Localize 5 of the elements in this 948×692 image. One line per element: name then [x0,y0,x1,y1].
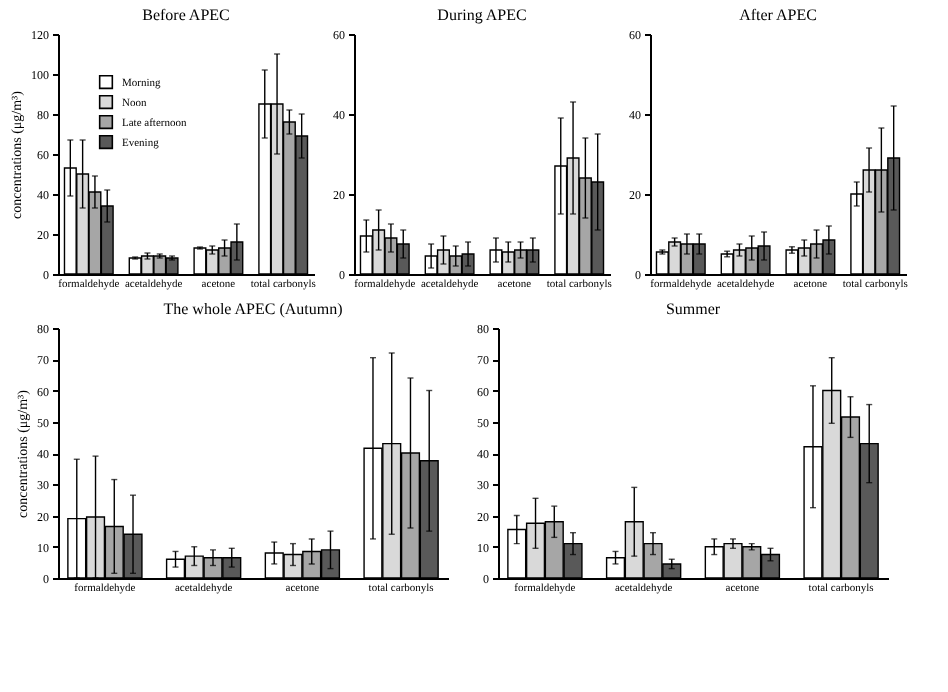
chart-title: The whole APEC (Autumn) [163,300,344,318]
chart-title: Summer [665,300,721,318]
chart-title: During APEC [437,6,527,24]
chart-title: After APEC [739,6,817,24]
chart-title: Before APEC [142,6,230,24]
